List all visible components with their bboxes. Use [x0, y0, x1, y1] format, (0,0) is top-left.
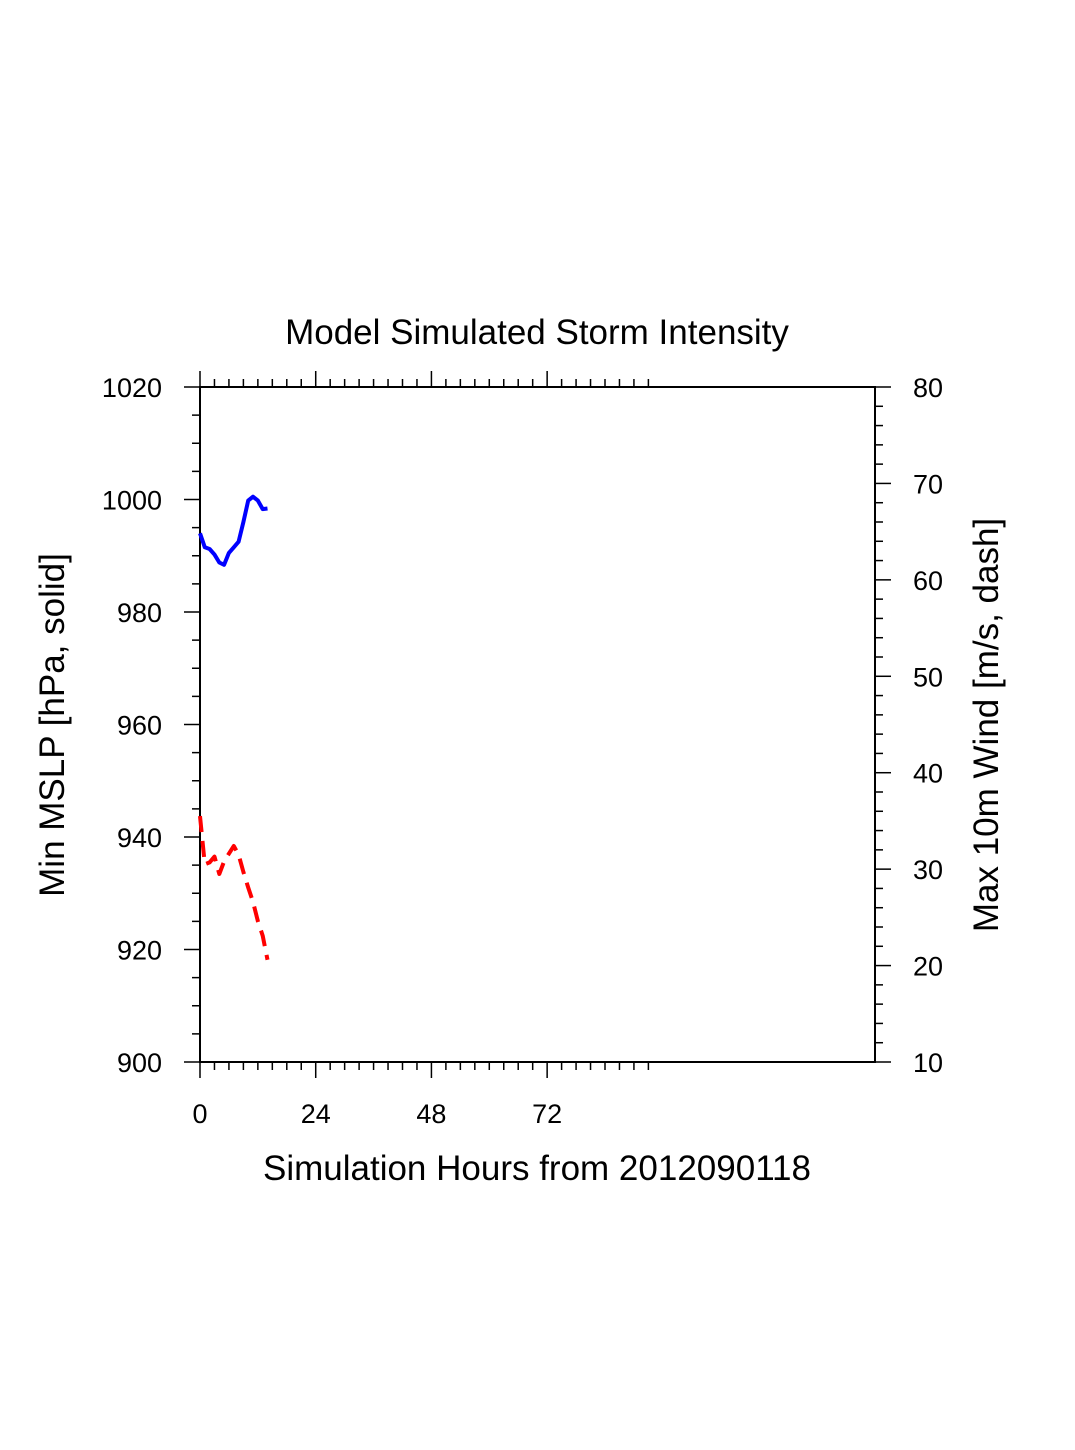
x-tick-label: 72: [532, 1099, 562, 1129]
min-mslp-series-line: [198, 494, 268, 567]
y-left-tick-label: 900: [117, 1048, 162, 1078]
y-right-tick-label: 30: [913, 855, 943, 885]
x-tick-label: 24: [301, 1099, 331, 1129]
axis-ticks: [184, 371, 891, 1078]
y-right-tick-label: 20: [913, 952, 943, 982]
y-right-tick-label: 70: [913, 469, 943, 499]
y-left-tick-label: 960: [117, 711, 162, 741]
chart-title: Model Simulated Storm Intensity: [285, 313, 789, 352]
x-tick-label: 48: [416, 1099, 446, 1129]
x-axis-label: Simulation Hours from 2012090118: [263, 1149, 811, 1188]
y-left-tick-label: 1020: [102, 373, 162, 403]
y-right-tick-label: 40: [913, 759, 943, 789]
plot-frame: [199, 386, 876, 1063]
y-axis-left-label: Min MSLP [hPa, solid]: [33, 553, 72, 897]
y-left-tick-label: 920: [117, 936, 162, 966]
y-left-tick-label: 1000: [102, 486, 162, 516]
x-tick-label: 0: [192, 1099, 207, 1129]
max-wind-series-line: [198, 815, 270, 961]
y-right-tick-label: 10: [913, 1048, 943, 1078]
axis-tick-labels: 0 24 48 72900920940960980100010201020304050…: [102, 373, 943, 1129]
y-left-tick-label: 980: [117, 598, 162, 628]
y-left-tick-label: 940: [117, 823, 162, 853]
y-axis-right-label: Max 10m Wind [m/s, dash]: [967, 518, 1006, 932]
y-right-tick-label: 80: [913, 373, 943, 403]
y-right-tick-label: 50: [913, 662, 943, 692]
y-right-tick-label: 60: [913, 566, 943, 596]
data-series: [198, 494, 270, 961]
